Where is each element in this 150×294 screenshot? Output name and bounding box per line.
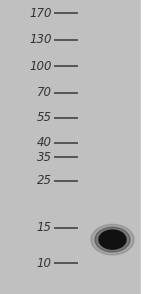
Text: 70: 70 <box>37 86 52 99</box>
Text: 35: 35 <box>37 151 52 164</box>
Ellipse shape <box>91 224 134 255</box>
Text: 130: 130 <box>29 33 52 46</box>
Ellipse shape <box>99 230 126 249</box>
Bar <box>141 0 150 294</box>
Text: 100: 100 <box>29 60 52 73</box>
Text: 170: 170 <box>29 7 52 20</box>
Text: 25: 25 <box>37 174 52 187</box>
Text: 40: 40 <box>37 136 52 149</box>
Text: 55: 55 <box>37 111 52 124</box>
Text: 10: 10 <box>37 257 52 270</box>
Ellipse shape <box>95 227 130 252</box>
Text: 15: 15 <box>37 221 52 234</box>
